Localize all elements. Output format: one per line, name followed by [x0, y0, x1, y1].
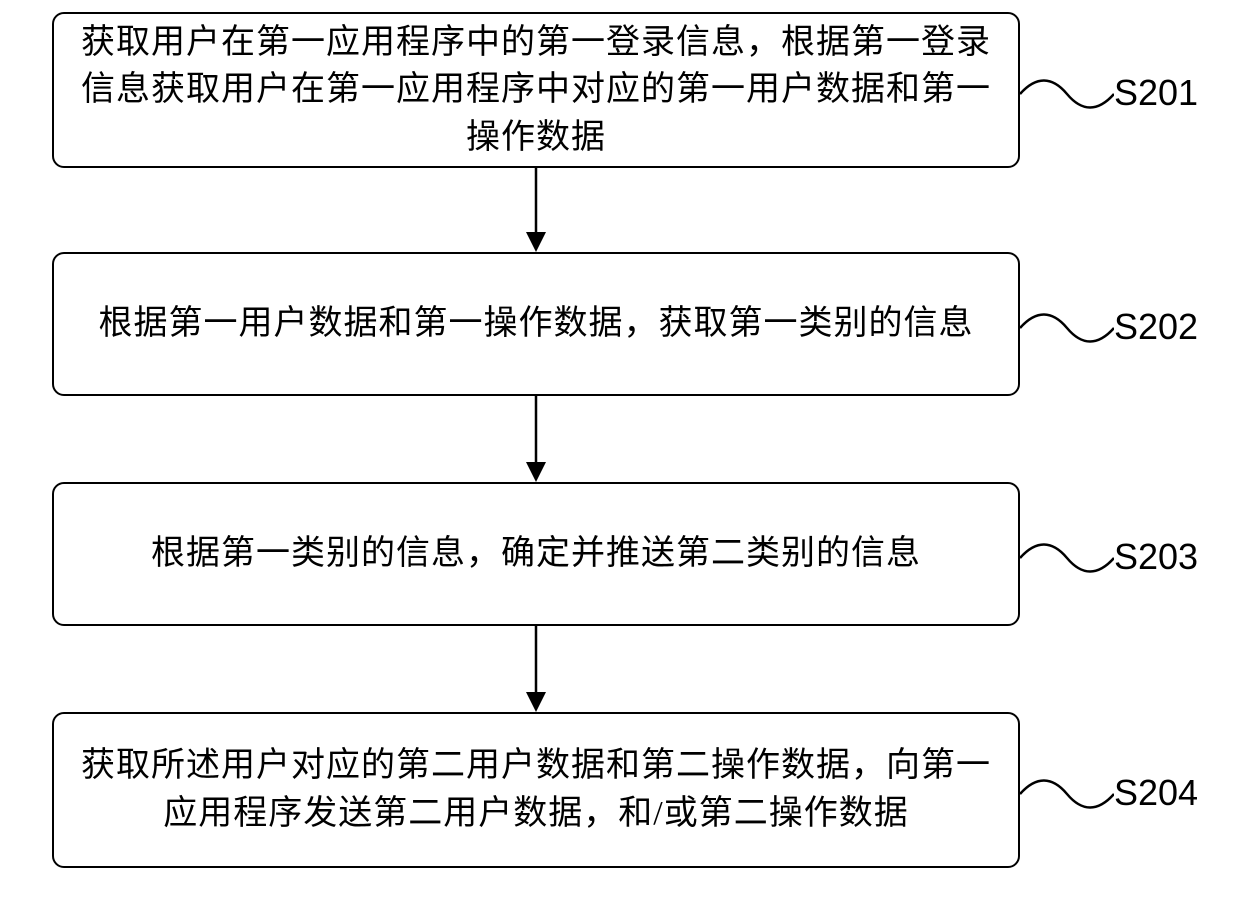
arrow-s203-s204: [520, 626, 552, 714]
step-box-s201: 获取用户在第一应用程序中的第一登录信息，根据第一登录信息获取用户在第一应用程序中…: [52, 12, 1020, 168]
step-box-s202: 根据第一用户数据和第一操作数据，获取第一类别的信息: [52, 252, 1020, 396]
step-box-s204: 获取所述用户对应的第二用户数据和第二操作数据，向第一应用程序发送第二用户数据，和…: [52, 712, 1020, 868]
step-label-s203: S203: [1114, 536, 1198, 578]
flowchart-canvas: 获取用户在第一应用程序中的第一登录信息，根据第一登录信息获取用户在第一应用程序中…: [0, 0, 1240, 897]
step-label-s202: S202: [1114, 306, 1198, 348]
step-text-s203: 根据第一类别的信息，确定并推送第二类别的信息: [151, 530, 921, 578]
tilde-connector-s202: [1020, 312, 1114, 344]
step-text-s201: 获取用户在第一应用程序中的第一登录信息，根据第一登录信息获取用户在第一应用程序中…: [78, 19, 994, 162]
tilde-connector-s203: [1020, 542, 1114, 574]
step-label-s201: S201: [1114, 72, 1198, 114]
arrow-s201-s202: [520, 168, 552, 254]
arrow-s202-s203: [520, 396, 552, 484]
step-label-s204: S204: [1114, 772, 1198, 814]
step-text-s204: 获取所述用户对应的第二用户数据和第二操作数据，向第一应用程序发送第二用户数据，和…: [78, 742, 994, 837]
tilde-connector-s204: [1020, 778, 1114, 810]
step-box-s203: 根据第一类别的信息，确定并推送第二类别的信息: [52, 482, 1020, 626]
tilde-connector-s201: [1020, 78, 1114, 110]
step-text-s202: 根据第一用户数据和第一操作数据，获取第一类别的信息: [99, 300, 974, 348]
